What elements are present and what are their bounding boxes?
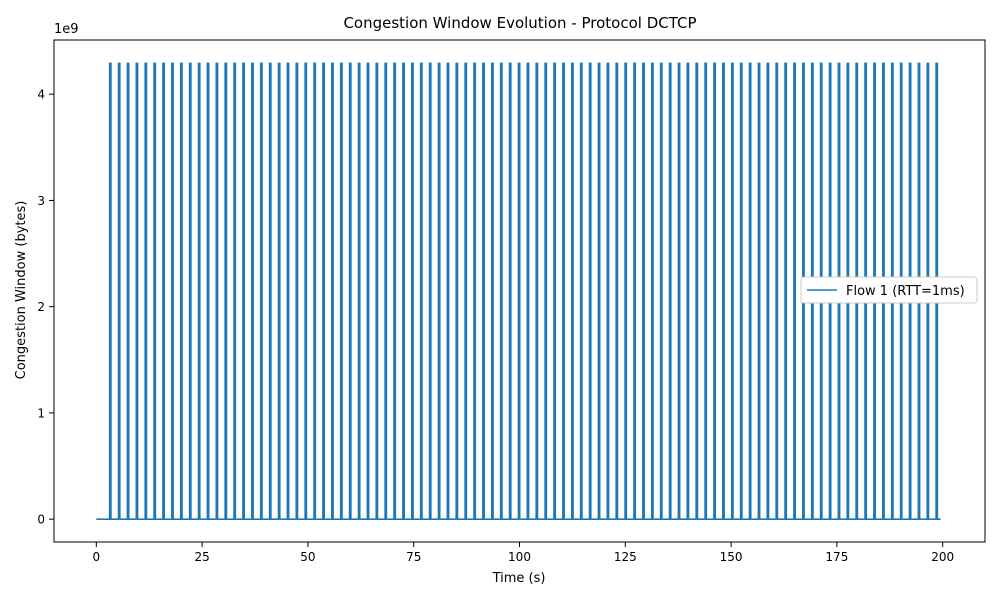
x-tick-label: 200	[931, 550, 954, 564]
y-axis: 0 1 2 3 4	[37, 88, 54, 527]
x-tick-label: 0	[92, 550, 100, 564]
x-tick-label: 50	[300, 550, 315, 564]
x-tick-label: 175	[825, 550, 848, 564]
y-tick-label: 1	[37, 406, 45, 420]
x-axis-label: Time (s)	[492, 571, 546, 586]
legend-label: Flow 1 (RTT=1ms)	[846, 284, 965, 299]
y-scale-label: 1e9	[54, 22, 79, 37]
x-tick-label: 75	[406, 550, 421, 564]
x-tick-label: 125	[614, 550, 637, 564]
y-tick-label: 4	[37, 88, 45, 102]
chart-title: Congestion Window Evolution - Protocol D…	[343, 14, 696, 32]
y-axis-label: Congestion Window (bytes)	[14, 201, 29, 380]
x-axis: 0 25 50 75 100 125 150 175 200	[92, 542, 954, 564]
y-tick-label: 3	[37, 194, 45, 208]
legend: Flow 1 (RTT=1ms)	[801, 277, 977, 303]
y-tick-label: 2	[37, 300, 45, 314]
x-tick-label: 25	[194, 550, 209, 564]
x-tick-label: 100	[508, 550, 531, 564]
y-tick-label: 0	[37, 513, 45, 527]
x-tick-label: 150	[720, 550, 743, 564]
